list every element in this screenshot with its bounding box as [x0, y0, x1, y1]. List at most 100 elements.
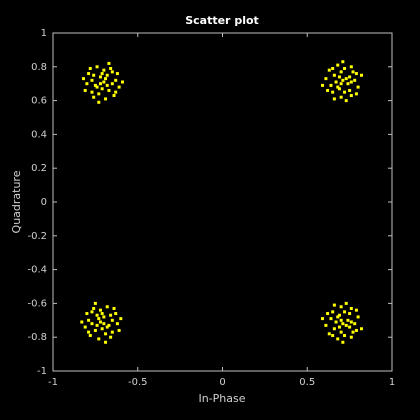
point [348, 75, 352, 79]
point [97, 100, 101, 104]
point [356, 85, 360, 89]
point [107, 323, 111, 327]
point [97, 92, 101, 96]
point [90, 310, 94, 314]
point [337, 75, 341, 79]
point [359, 327, 363, 331]
point [349, 320, 353, 324]
point [331, 310, 335, 314]
point [343, 90, 347, 94]
point [346, 82, 350, 86]
point [349, 94, 353, 98]
point [92, 73, 96, 77]
y-tick-label: -0.4 [27, 265, 47, 276]
point [348, 88, 352, 92]
point [329, 83, 333, 87]
y-tick-label: -0.6 [27, 298, 47, 309]
point [332, 327, 336, 331]
point [110, 330, 114, 334]
point [336, 63, 340, 67]
point [110, 318, 114, 322]
point [105, 83, 109, 87]
point [88, 66, 92, 70]
point [343, 66, 347, 70]
point [354, 72, 358, 76]
x-tick-label: 1 [389, 377, 395, 388]
point [348, 312, 352, 316]
point [349, 80, 353, 84]
point [102, 80, 106, 84]
x-axis-label: In-Phase [198, 392, 245, 405]
point [100, 72, 104, 76]
point [120, 80, 124, 84]
point [97, 337, 101, 341]
y-tick-label: 0.8 [31, 62, 47, 73]
point [98, 82, 102, 86]
point [359, 73, 363, 77]
point [97, 317, 101, 321]
point [356, 315, 360, 319]
point [339, 305, 343, 309]
point [339, 82, 343, 86]
y-tick-label: 1 [41, 28, 47, 39]
point [348, 325, 352, 329]
point [353, 322, 357, 326]
point [90, 78, 94, 82]
point [351, 70, 355, 74]
point [354, 308, 358, 312]
point [339, 95, 343, 99]
point [104, 340, 108, 344]
point [339, 318, 343, 322]
point [115, 72, 119, 76]
point [87, 330, 91, 334]
point [354, 92, 358, 96]
point [114, 90, 118, 94]
point [112, 94, 116, 98]
point [92, 95, 96, 99]
point [336, 315, 340, 319]
point [109, 335, 113, 339]
point [90, 90, 94, 94]
point [93, 83, 97, 87]
point [343, 310, 347, 314]
x-tick-label: 0.5 [299, 377, 315, 388]
point [92, 306, 96, 310]
point [104, 332, 108, 336]
point [95, 85, 99, 89]
y-tick-label: -0.8 [27, 332, 47, 343]
point [354, 328, 358, 332]
y-tick-label: 0 [41, 197, 47, 208]
point [107, 88, 111, 92]
point [336, 85, 340, 89]
point [353, 78, 357, 82]
point [98, 320, 102, 324]
point [337, 313, 341, 317]
point [341, 78, 345, 82]
point [88, 334, 92, 338]
point [114, 78, 118, 82]
point [344, 77, 348, 81]
x-tick-label: -1 [48, 377, 58, 388]
point [95, 65, 99, 69]
point [110, 70, 114, 74]
point [326, 312, 330, 316]
point [337, 87, 341, 91]
point [119, 317, 123, 321]
point [105, 305, 109, 309]
point [332, 73, 336, 77]
point [117, 328, 121, 332]
point [117, 85, 121, 89]
point [85, 312, 89, 316]
point [324, 323, 328, 327]
point [102, 322, 106, 326]
point [349, 65, 353, 69]
point [344, 323, 348, 327]
chart-title: Scatter plot [185, 14, 259, 27]
point [90, 322, 94, 326]
point [334, 320, 338, 324]
point [82, 77, 86, 81]
point [83, 325, 87, 329]
point [346, 318, 350, 322]
